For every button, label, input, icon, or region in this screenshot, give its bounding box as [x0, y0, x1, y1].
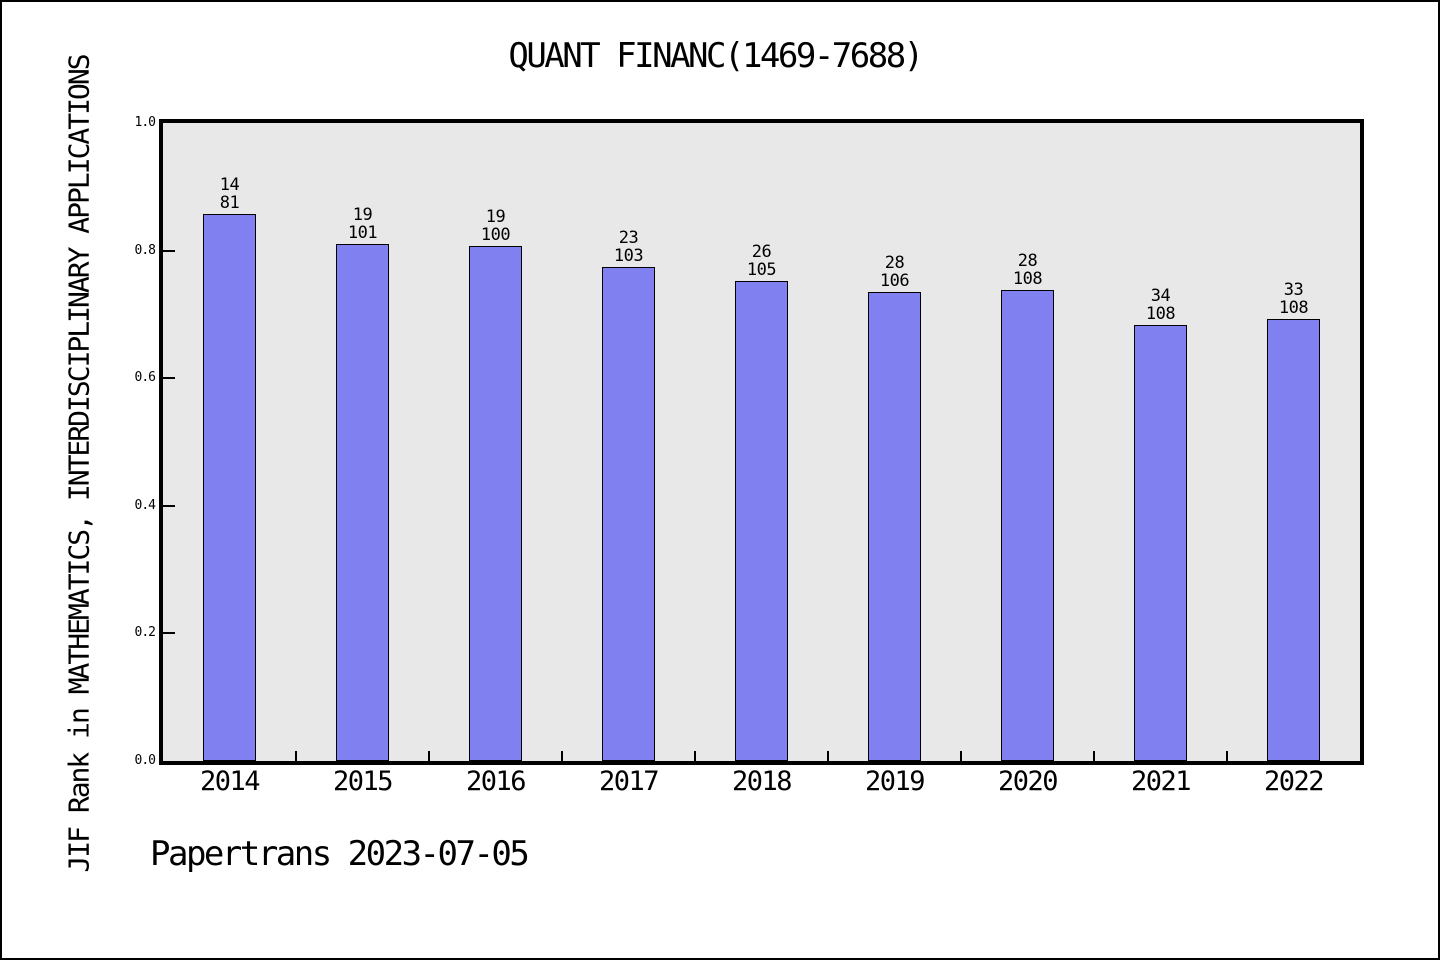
x-axis-tick-label: 2021	[1130, 766, 1192, 797]
bar-rank-value: 33	[1283, 279, 1304, 300]
bar-rank-value: 26	[751, 242, 772, 263]
bar-value-label: 14 81	[164, 176, 296, 212]
y-axis-tick-label: 0.2	[134, 625, 156, 641]
bar-value-label: 34 108	[1095, 287, 1227, 323]
bar-rank-value: 19	[485, 206, 506, 227]
bar-rank-value: 23	[618, 227, 639, 248]
y-axis-tick	[163, 377, 175, 380]
bar-value-label: 26 105	[696, 243, 828, 279]
bar-value-label: 19 101	[297, 206, 429, 242]
bar-rank-value: 28	[884, 253, 905, 274]
x-axis-tick	[1093, 751, 1095, 761]
x-axis-tick-label: 2016	[465, 766, 527, 797]
bar	[868, 292, 921, 761]
bar	[1267, 318, 1320, 761]
bar	[469, 245, 522, 761]
y-axis-tick-label: 0.6	[134, 370, 156, 386]
bar-rank-value: 34	[1150, 285, 1171, 306]
bar	[1001, 289, 1054, 761]
y-axis-tick	[163, 632, 175, 635]
x-axis-tick	[827, 751, 829, 761]
x-axis-tick	[694, 751, 696, 761]
y-axis-tick-label: 0.4	[134, 497, 156, 513]
bar	[336, 243, 389, 761]
bar-value-label: 23 103	[563, 229, 695, 265]
bar-rank-value: 19	[352, 204, 373, 225]
bar	[1134, 324, 1187, 761]
bar-total-value: 103	[613, 245, 644, 266]
x-axis-tick-label: 2017	[598, 766, 660, 797]
bar-total-value: 100	[480, 224, 511, 245]
bar-rank-value: 14	[219, 174, 240, 195]
bar	[735, 281, 788, 761]
x-axis-tick-label: 2015	[332, 766, 394, 797]
bar-total-value: 108	[1145, 303, 1176, 324]
bar-total-value: 108	[1278, 297, 1309, 318]
y-axis-tick-label: 0.0	[134, 753, 156, 768]
y-axis-tick	[163, 504, 175, 507]
chart-title: QUANT FINANC(1469-7688)	[508, 36, 924, 76]
y-axis-title-text: JIF Rank in MATHEMATICS, INTERDISCIPLINA…	[62, 55, 96, 873]
bar-total-value: 105	[746, 260, 777, 281]
x-axis-tick-label: 2014	[199, 766, 261, 797]
x-axis-tick	[428, 751, 430, 761]
x-axis-tick-label: 2020	[997, 766, 1059, 797]
y-axis-tick	[163, 249, 175, 252]
bar-total-value: 81	[219, 192, 240, 213]
plot-inner: 14 81 19 101 19 100 23 103 26 105 28 106 28 108 34 108 3…	[163, 123, 1360, 761]
x-axis-tick	[295, 751, 297, 761]
x-axis-tick-label: 2019	[864, 766, 926, 797]
bar-total-value: 106	[879, 271, 910, 292]
watermark-text: Papertrans 2023-07-05	[150, 834, 530, 874]
bar-total-value: 101	[347, 222, 378, 243]
bar-value-label: 28 108	[962, 252, 1094, 288]
y-axis-tick-label: 1.0	[134, 115, 156, 130]
bar-value-label: 33 108	[1228, 281, 1360, 317]
x-axis-tick	[960, 751, 962, 761]
x-axis-tick	[561, 751, 563, 761]
x-axis-tick-label: 2018	[731, 766, 793, 797]
bar-rank-value: 28	[1017, 250, 1038, 271]
bar-value-label: 28 106	[829, 254, 961, 290]
bar	[602, 266, 655, 761]
x-axis-tick-label: 2022	[1263, 766, 1325, 797]
x-axis-tick	[1226, 751, 1228, 761]
plot-area: 14 81 19 101 19 100 23 103 26 105 28 106 28 108 34 108 3…	[159, 119, 1364, 765]
bar-value-label: 19 100	[430, 208, 562, 244]
bar	[203, 213, 256, 761]
y-axis-tick-label: 0.8	[134, 242, 156, 258]
bar-total-value: 108	[1012, 268, 1043, 289]
